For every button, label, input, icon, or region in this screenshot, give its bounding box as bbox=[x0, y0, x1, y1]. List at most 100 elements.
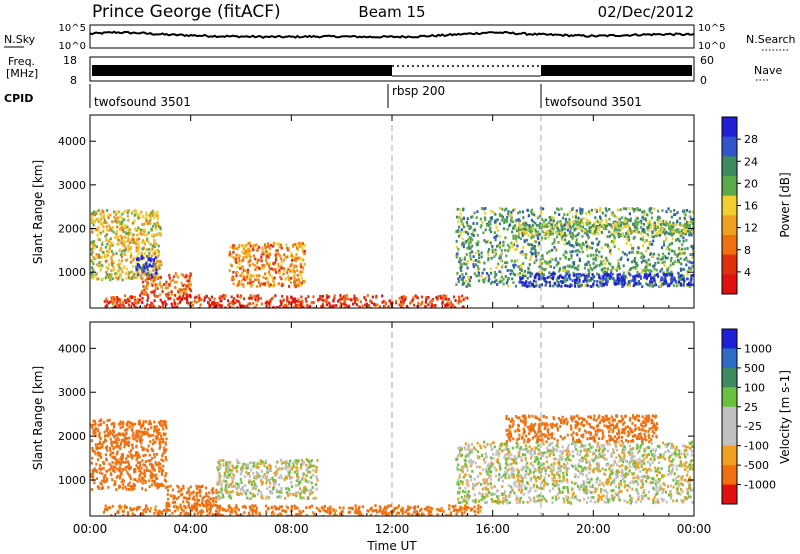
power-data-cell bbox=[295, 253, 298, 256]
velocity-data-cell bbox=[517, 454, 520, 458]
power-data-cell bbox=[588, 263, 591, 267]
nsky-label: N.Sky bbox=[4, 33, 36, 46]
velocity-data-cell bbox=[153, 474, 156, 478]
power-data-cell bbox=[299, 262, 302, 266]
velocity-data-cell bbox=[162, 422, 165, 426]
power-data-cell bbox=[154, 256, 157, 260]
power-data-cell bbox=[234, 301, 237, 305]
velocity-data-cell bbox=[272, 487, 275, 490]
velocity-data-cell bbox=[133, 487, 136, 491]
power-data-cell bbox=[290, 276, 293, 280]
power-data-cell bbox=[605, 270, 608, 274]
power-data-cell bbox=[647, 258, 650, 262]
power-data-cell bbox=[552, 226, 555, 230]
power-data-cell bbox=[531, 243, 534, 247]
velocity-data-cell bbox=[600, 444, 603, 447]
velocity-data-cell bbox=[99, 423, 102, 427]
velocity-data-cell bbox=[151, 449, 154, 452]
velocity-data-cell bbox=[259, 459, 262, 463]
power-data-cell bbox=[618, 228, 621, 232]
power-data-cell bbox=[137, 244, 140, 247]
power-data-cell bbox=[466, 259, 469, 263]
velocity-data-cell bbox=[526, 461, 529, 465]
velocity-data-cell bbox=[210, 488, 213, 492]
power-data-cell bbox=[523, 224, 526, 228]
velocity-data-cell bbox=[505, 470, 508, 474]
power-data-cell bbox=[128, 305, 132, 308]
power-data-cell bbox=[141, 247, 144, 251]
power-data-cell bbox=[123, 244, 126, 248]
power-data-cell bbox=[168, 297, 172, 300]
power-data-cell bbox=[244, 278, 247, 281]
power-data-cell bbox=[117, 263, 120, 267]
velocity-data-cell bbox=[219, 475, 222, 479]
power-data-cell bbox=[681, 243, 684, 247]
power-data-cell bbox=[491, 280, 494, 284]
power-data-cell bbox=[153, 211, 156, 215]
power-data-cell bbox=[147, 254, 150, 258]
velocity-data-cell bbox=[172, 494, 175, 498]
velocity-data-cell bbox=[97, 423, 100, 427]
power-data-cell bbox=[459, 233, 462, 237]
velocity-data-cell bbox=[153, 455, 156, 459]
power-data-cell bbox=[679, 282, 682, 286]
power-data-cell bbox=[626, 238, 629, 241]
power-data-cell bbox=[686, 259, 689, 263]
power-data-cell bbox=[296, 244, 299, 247]
power-data-cell bbox=[498, 222, 502, 226]
power-data-cell bbox=[539, 214, 542, 218]
velocity-data-cell bbox=[570, 463, 573, 467]
power-data-cell bbox=[574, 249, 577, 253]
power-data-cell bbox=[567, 258, 570, 261]
velocity-data-cell bbox=[128, 441, 131, 444]
power-data-cell bbox=[578, 283, 581, 286]
power-data-cell bbox=[603, 223, 606, 227]
power-data-cell bbox=[140, 257, 143, 260]
power-data-cell bbox=[230, 295, 233, 299]
velocity-data-cell bbox=[97, 447, 100, 450]
power-data-cell bbox=[573, 228, 576, 232]
power-data-cell bbox=[664, 238, 668, 242]
power-data-cell bbox=[651, 231, 654, 235]
power-data-cell bbox=[152, 251, 155, 255]
power-data-cell bbox=[268, 247, 272, 251]
power-data-cell bbox=[291, 269, 294, 272]
velocity-data-cell bbox=[152, 467, 156, 471]
power-data-cell bbox=[653, 252, 656, 256]
power-data-cell bbox=[246, 268, 249, 272]
velocity-data-cell bbox=[121, 425, 124, 429]
power-data-cell bbox=[521, 229, 524, 233]
velocity-data-cell bbox=[128, 474, 131, 478]
power-data-cell bbox=[674, 239, 678, 242]
power-data-cell bbox=[300, 284, 303, 287]
velocity-data-cell bbox=[495, 468, 498, 472]
power-data-cell bbox=[673, 252, 677, 256]
power-data-cell bbox=[254, 257, 257, 261]
power-data-cell bbox=[614, 268, 617, 271]
power-data-cell bbox=[649, 283, 652, 287]
velocity-data-cell bbox=[208, 503, 211, 507]
power-data-cell bbox=[633, 257, 637, 260]
0-y-tick-label: 3000 bbox=[58, 179, 86, 192]
power-data-cell bbox=[641, 227, 644, 231]
power-data-cell bbox=[634, 262, 638, 266]
power-data-cell bbox=[679, 274, 682, 278]
velocity-data-cell bbox=[166, 493, 169, 496]
power-data-cell bbox=[178, 293, 181, 297]
power-data-cell bbox=[132, 238, 135, 242]
power-data-cell bbox=[555, 224, 558, 227]
velocity-data-cell bbox=[458, 452, 461, 455]
power-data-cell bbox=[297, 299, 300, 303]
power-data-cell bbox=[113, 215, 116, 219]
power-data-cell bbox=[186, 299, 189, 303]
power-data-cell bbox=[271, 296, 274, 300]
power-data-cell bbox=[124, 253, 127, 256]
power-data-cell bbox=[581, 210, 584, 214]
velocity-data-cell bbox=[553, 468, 556, 472]
velocity-data-cell bbox=[191, 497, 194, 501]
power-data-cell bbox=[238, 262, 241, 266]
power-data-cell bbox=[112, 265, 115, 268]
velocity-data-cell bbox=[248, 475, 252, 478]
power-data-cell bbox=[124, 294, 127, 298]
velocity-data-cell bbox=[463, 465, 466, 468]
